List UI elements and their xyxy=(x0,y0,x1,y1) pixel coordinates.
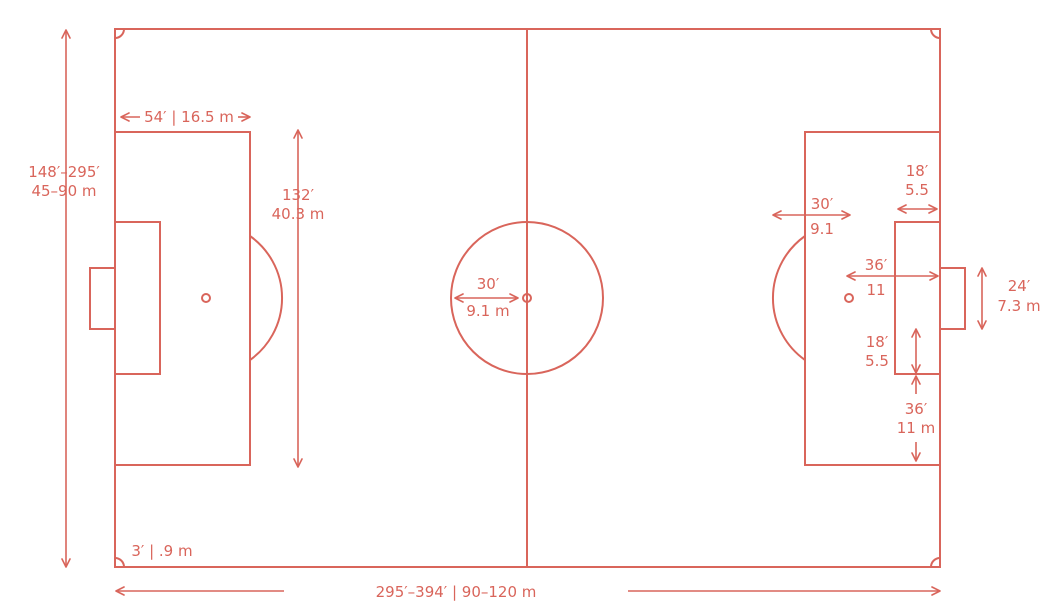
penalty-width-label-m: 40.3 m xyxy=(272,205,325,223)
right-penalty-arc xyxy=(771,235,806,361)
left-penalty-arc xyxy=(249,235,284,361)
center-circle-label-ft: 30′ xyxy=(477,275,500,293)
goal-area-side-label-ft: 18′ xyxy=(866,333,889,351)
penalty-arc-label-ft: 30′ xyxy=(811,195,834,213)
goal-area-side-label-m: 5.5 xyxy=(865,352,889,370)
penalty-depth-label: 54′ | 16.5 m xyxy=(144,108,234,126)
goal-area-depth-label-ft: 18′ xyxy=(906,162,929,180)
penalty-arc-label-m: 9.1 xyxy=(810,220,834,238)
field-length-label: 295′–394′ | 90–120 m xyxy=(376,583,537,601)
corner-arc-top-left xyxy=(114,28,125,39)
penalty-spot-distance-label-ft: 36′ xyxy=(865,256,888,274)
goal-area-to-box-label-m: 11 m xyxy=(897,419,935,437)
left-penalty-spot xyxy=(201,293,211,303)
right-penalty-spot xyxy=(844,293,854,303)
left-goal xyxy=(89,267,116,330)
field-width-label-ft: 148′–295′ xyxy=(28,163,100,181)
penalty-width-label-ft: 132′ xyxy=(282,186,315,204)
corner-arc-bottom-left xyxy=(114,557,125,568)
center-spot xyxy=(522,293,532,303)
right-goal-area xyxy=(894,221,941,375)
corner-arc-top-right xyxy=(930,28,941,39)
left-penalty-area xyxy=(114,131,251,466)
goal-area-to-box-label-ft: 36′ xyxy=(905,400,928,418)
center-circle xyxy=(450,221,604,375)
goal-area-depth-label-m: 5.5 xyxy=(905,181,929,199)
corner-arc-label: 3′ | .9 m xyxy=(131,542,192,560)
goal-width-label-ft: 24′ xyxy=(1008,277,1031,295)
center-circle-label-m: 9.1 m xyxy=(466,302,509,320)
left-goal-area xyxy=(114,221,161,375)
field-width-label-m: 45–90 m xyxy=(31,182,96,200)
right-goal xyxy=(939,267,966,330)
goal-width-label-m: 7.3 m xyxy=(997,297,1040,315)
corner-arc-bottom-right xyxy=(930,557,941,568)
penalty-spot-distance-label-m: 11 xyxy=(866,281,885,299)
